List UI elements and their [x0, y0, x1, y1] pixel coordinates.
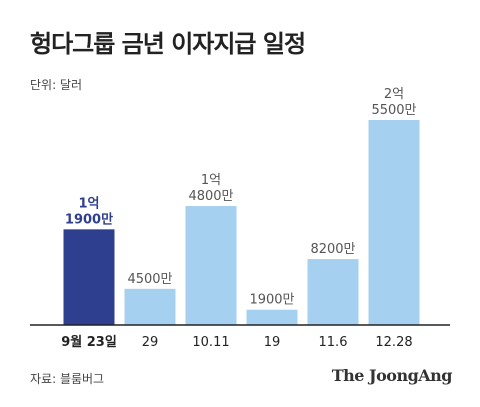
category-label: 10.11: [192, 335, 229, 350]
unit-label: 단위: 달러: [30, 78, 83, 92]
category-label: 19: [264, 335, 281, 350]
bar-value-label: 1900만: [249, 293, 294, 308]
category-label: 29: [142, 335, 159, 350]
category-label: 12.28: [375, 335, 412, 350]
chart-title: 헝다그룹 금년 이자지급 일정: [30, 30, 306, 58]
bar-value-label: 1900만: [65, 211, 113, 227]
bar-value-label: 1억: [201, 173, 221, 188]
bar-value-label: 5500만: [371, 103, 416, 118]
bar-value-label: 8200만: [310, 242, 355, 257]
bars-group: [63, 120, 420, 325]
source-label: 자료: 블룸버그: [30, 372, 105, 386]
bar: [368, 120, 420, 325]
bar: [246, 309, 298, 325]
category-label: 9월 23일: [61, 334, 117, 350]
bar-value-label: 1억: [78, 196, 99, 211]
bar-value-label: 4500만: [127, 272, 172, 287]
bar: [185, 206, 237, 325]
bar: [307, 259, 359, 325]
bar: [63, 229, 115, 325]
bar-value-label: 4800만: [188, 189, 233, 204]
brand-logo: The JoongAng: [331, 366, 453, 385]
bar-value-label: 2억: [384, 87, 404, 102]
category-labels-group: 9월 23일 29 10.11 19 11.6 12.28: [61, 334, 412, 350]
category-label: 11.6: [319, 335, 348, 350]
bar: [124, 288, 176, 325]
